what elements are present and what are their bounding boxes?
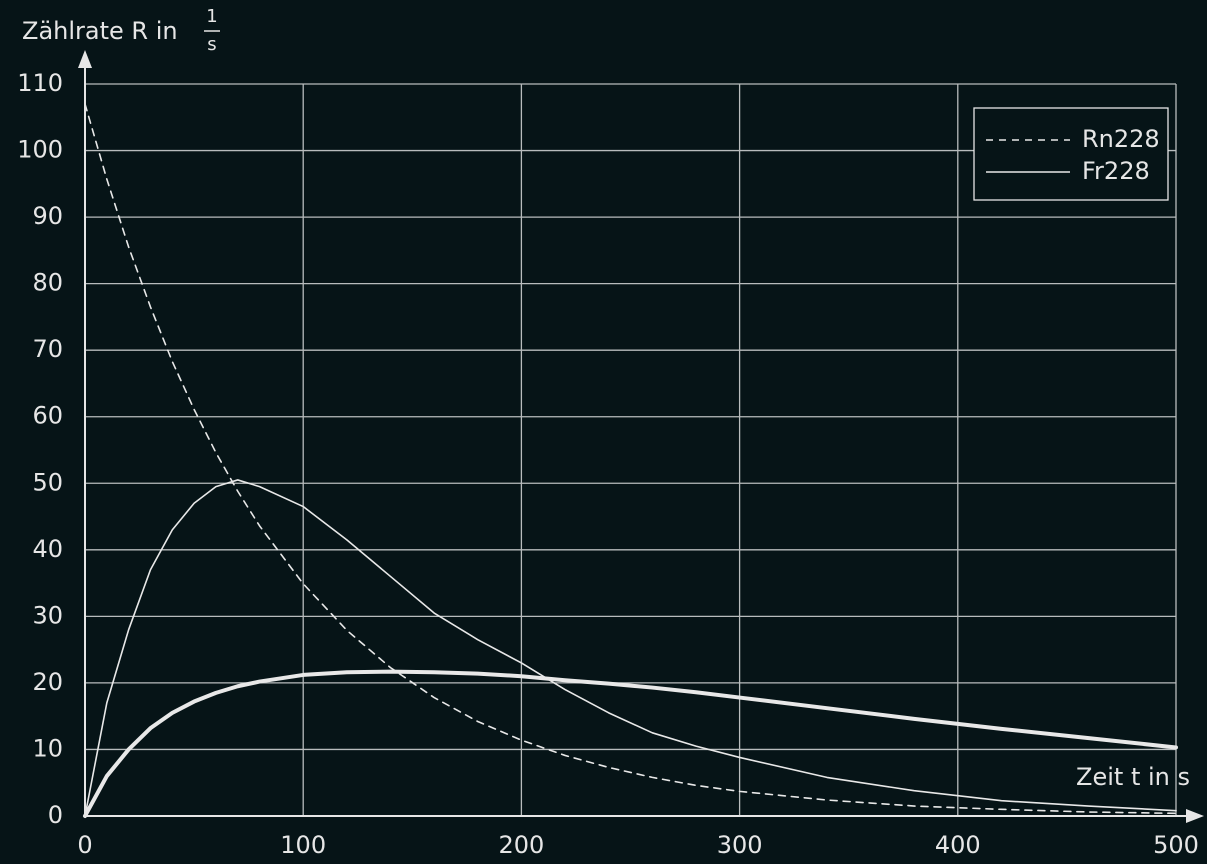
y-tick-label: 90: [32, 202, 63, 230]
legend: Rn228 Fr228: [973, 107, 1169, 201]
legend-box: [973, 107, 1169, 201]
x-tick-label: 100: [280, 831, 326, 859]
x-axis-label: Zeit t in s: [1076, 763, 1190, 791]
lines: [83, 103, 1178, 818]
y-unit-numerator: 1: [206, 6, 217, 27]
y-tick-label: 50: [32, 468, 63, 496]
y-tick-label: 20: [32, 668, 63, 696]
y-unit-denominator: s: [207, 34, 216, 55]
y-tick-label: 40: [32, 535, 63, 563]
legend-label: Fr228: [1082, 157, 1150, 185]
series-line: [84, 103, 1177, 815]
y-tick-label: 100: [17, 136, 63, 164]
y-tick-label: 0: [48, 801, 63, 829]
x-tick-label: 300: [717, 831, 763, 859]
y-arrow: [78, 50, 92, 68]
y-tick-label: 70: [32, 335, 63, 363]
x-tick-label: 400: [935, 831, 981, 859]
x-tick-label: 0: [77, 831, 92, 859]
series-line: [83, 669, 1178, 818]
y-tick-label: 80: [32, 269, 63, 297]
x-tick-label: 200: [498, 831, 544, 859]
x-arrow: [1186, 809, 1204, 823]
y-axis-label: Zählrate R in: [22, 17, 178, 45]
x-tick-label: 500: [1153, 831, 1199, 859]
legend-label: Rn228: [1082, 125, 1160, 153]
axes: [78, 50, 1204, 823]
y-tick-label: 30: [32, 601, 63, 629]
series-line: [84, 479, 1177, 817]
y-tick-label: 60: [32, 402, 63, 430]
y-tick-label: 110: [17, 69, 63, 97]
y-tick-label: 10: [32, 734, 63, 762]
